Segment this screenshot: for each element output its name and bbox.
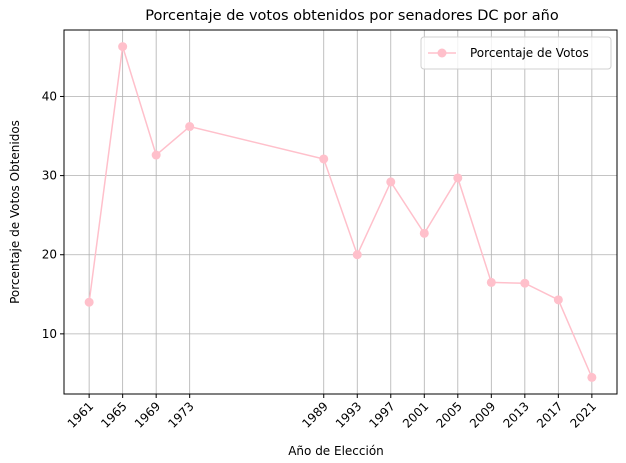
y-tick-label: 30 [42,169,57,183]
legend-marker-sample [437,48,447,58]
x-tick-label: 1961 [65,399,96,430]
legend: Porcentaje de Votos [420,36,612,70]
legend-label: Porcentaje de Votos [470,46,589,60]
grid [64,30,617,394]
data-point [151,150,161,160]
series-group [84,42,597,382]
x-tick-label: 2009 [467,399,498,430]
x-axis-ticks: 1961 1965 1969 1973 1989 1993 1997 2001 2005 2009… [65,394,599,431]
x-tick-label: 1973 [165,399,196,430]
data-point [520,278,530,288]
plot-frame [63,29,618,395]
data-point [319,154,329,164]
x-axis-label: Año de Elección [288,444,384,458]
x-tick-label: 2017 [534,399,565,430]
data-point [84,297,94,307]
y-axis-label: Porcentaje de Votos Obtenidos [8,120,22,304]
y-tick-label: 10 [42,327,57,341]
x-tick-label: 1969 [132,399,163,430]
data-point [386,177,396,187]
x-tick-label: 2013 [500,399,531,430]
x-tick-label: 1989 [299,399,330,430]
chart-title: Porcentaje de votos obtenidos por senado… [145,8,559,24]
data-point [453,173,463,183]
data-point [352,250,362,260]
x-tick-label: 2005 [433,399,464,430]
x-tick-label: 2021 [567,399,598,430]
data-point [486,277,496,287]
legend-box [420,36,612,70]
y-tick-label: 40 [42,89,57,103]
data-point [185,122,195,132]
x-tick-label: 2001 [400,399,431,430]
data-point [587,372,597,382]
y-tick-label: 20 [42,248,57,262]
data-point [553,295,563,305]
y-axis-ticks: 10 20 30 40 [42,89,64,341]
x-tick-label: 1965 [98,399,129,430]
x-tick-label: 1997 [366,399,397,430]
data-point [118,42,128,52]
data-point [419,228,429,238]
x-tick-label: 1993 [333,399,364,430]
